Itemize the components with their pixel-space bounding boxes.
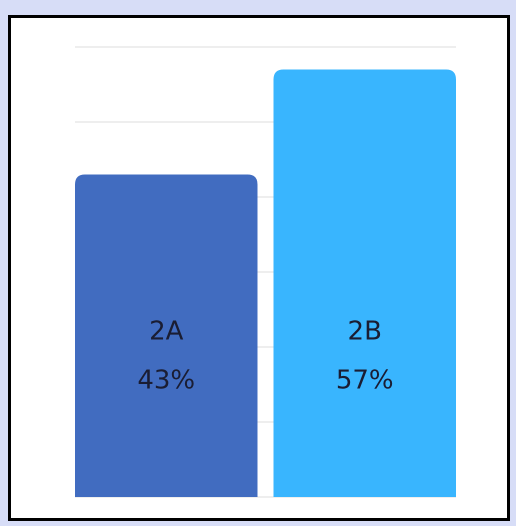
value-label: 43% xyxy=(137,366,195,396)
value-label: 57% xyxy=(336,366,394,396)
bar xyxy=(75,174,258,497)
category-label: 2B xyxy=(348,317,382,347)
bar xyxy=(273,69,456,497)
category-label: 2A xyxy=(149,317,184,347)
